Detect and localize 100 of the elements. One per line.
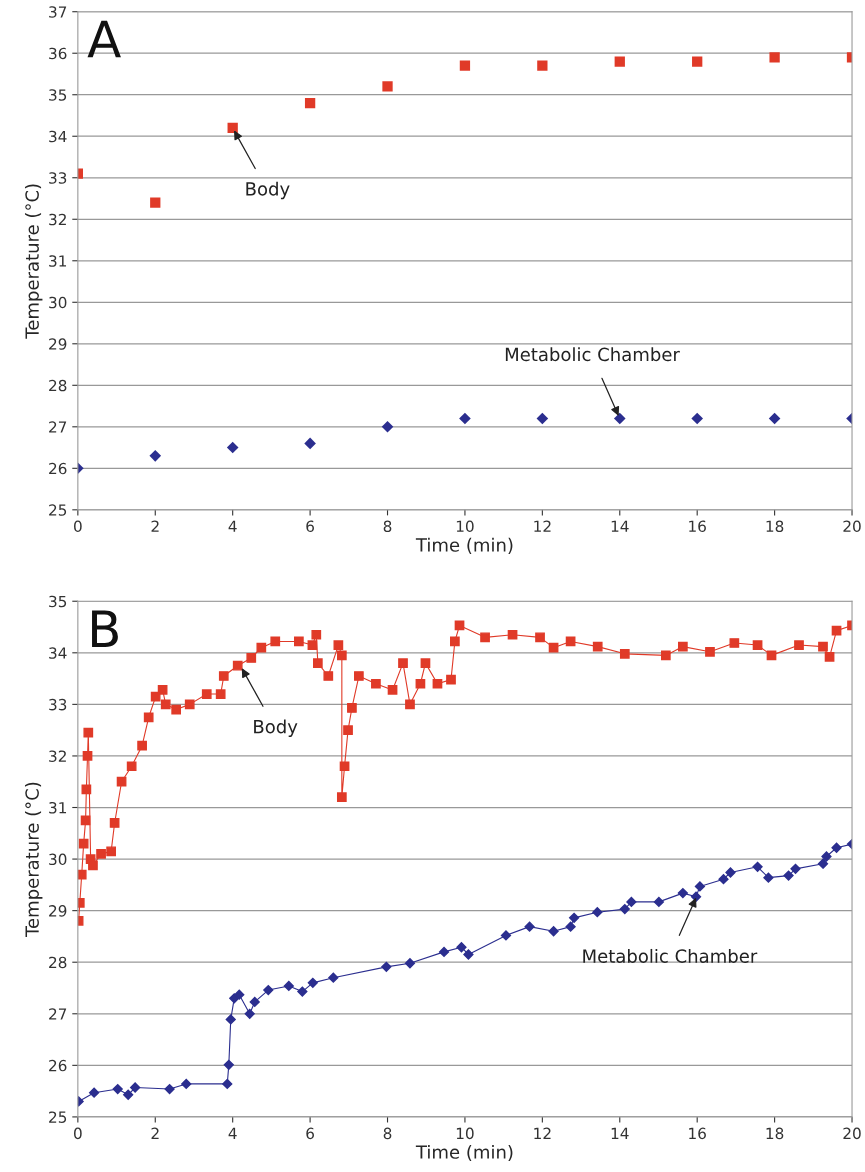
- x-axis-title: Time (min): [415, 537, 513, 554]
- x-tick-label: 16: [689, 1127, 706, 1140]
- point: [149, 450, 162, 462]
- point: [677, 887, 688, 899]
- point: [150, 197, 161, 208]
- point: [130, 1082, 141, 1093]
- point: [381, 420, 394, 433]
- point: [459, 60, 471, 71]
- point: [691, 412, 703, 425]
- x-tick-label: 12: [534, 1127, 551, 1139]
- point: [783, 870, 794, 881]
- x-tick-label: 20: [843, 520, 861, 533]
- point: [524, 921, 535, 932]
- y-tick-label: 27: [49, 421, 67, 433]
- point: [463, 949, 474, 960]
- x-tick-label: 2: [151, 520, 159, 532]
- x-tick-label: 14: [611, 1127, 629, 1139]
- point: [548, 926, 559, 937]
- point: [565, 921, 576, 932]
- point: [536, 412, 549, 425]
- x-tick-label: 0: [74, 520, 82, 533]
- point: [763, 872, 774, 883]
- point: [568, 912, 580, 923]
- point: [692, 56, 703, 67]
- y-axis-title: Temperature (°C): [24, 782, 43, 938]
- point: [768, 412, 781, 425]
- point: [263, 984, 274, 996]
- point: [88, 1087, 100, 1098]
- point: [459, 412, 471, 425]
- y-tick-label: 26: [49, 1059, 67, 1072]
- point: [304, 437, 316, 450]
- point: [227, 122, 238, 134]
- x-tick-label: 0: [74, 1127, 82, 1140]
- point: [404, 958, 416, 969]
- y-tick-label: 32: [49, 750, 66, 762]
- y-tick-label: 26: [49, 462, 67, 475]
- y-tick-label: 25: [49, 504, 67, 516]
- point: [619, 903, 630, 915]
- point: [225, 1014, 236, 1025]
- annotation: Body: [246, 181, 290, 200]
- point: [381, 961, 392, 972]
- y-tick-label: 37: [49, 6, 67, 18]
- point: [234, 989, 245, 1000]
- point: [307, 977, 318, 988]
- x-tick-label: 6: [306, 1127, 314, 1140]
- y-tick-label: 33: [49, 698, 67, 711]
- x-tick-label: 18: [766, 520, 784, 533]
- point: [614, 56, 625, 67]
- y-tick-label: 31: [49, 801, 67, 814]
- point: [297, 986, 308, 997]
- x-tick-label: 20: [843, 1127, 861, 1140]
- point: [613, 412, 626, 425]
- y-tick-label: 27: [49, 1008, 67, 1020]
- y-tick-label: 36: [49, 47, 67, 60]
- y-tick-label: 35: [49, 89, 67, 101]
- x-tick-label: 4: [228, 1127, 237, 1139]
- y-tick-label: 34: [49, 130, 67, 143]
- x-tick-label: 2: [151, 1127, 159, 1139]
- y-tick-label: 29: [49, 338, 67, 350]
- y-tick-label: 33: [49, 172, 67, 184]
- point: [626, 896, 637, 907]
- point: [123, 1089, 134, 1100]
- y-tick-label: 30: [49, 296, 67, 309]
- x-tick-label: 8: [383, 520, 392, 533]
- x-tick-label: 10: [456, 1127, 474, 1140]
- point: [694, 881, 706, 892]
- point: [500, 930, 512, 941]
- x-tick-label: 8: [383, 1127, 392, 1140]
- point: [304, 97, 316, 109]
- point: [112, 1083, 123, 1095]
- point: [817, 858, 829, 869]
- point: [164, 1083, 175, 1095]
- x-tick-label: 16: [689, 520, 706, 533]
- point: [181, 1078, 192, 1090]
- x-axis-title: Time (min): [415, 1144, 513, 1161]
- annotation: B: [92, 610, 118, 647]
- point: [244, 1008, 255, 1019]
- y-axis-title: Temperature (°C): [24, 184, 43, 339]
- annotation: A: [87, 20, 121, 58]
- x-tick-label: 18: [766, 1127, 784, 1140]
- point: [653, 896, 664, 907]
- y-tick-label: 32: [49, 213, 66, 226]
- annotation: Body: [254, 719, 298, 737]
- point: [223, 1059, 234, 1070]
- x-tick-label: 4: [228, 520, 237, 532]
- point: [821, 851, 832, 862]
- point: [718, 874, 729, 885]
- point: [222, 1078, 233, 1090]
- point: [592, 907, 603, 918]
- point: [249, 996, 260, 1008]
- y-tick-label: 28: [49, 956, 67, 969]
- x-tick-label: 10: [456, 520, 474, 533]
- annotation: Metabolic Chamber: [505, 347, 680, 362]
- x-tick-label: 6: [306, 520, 314, 533]
- y-tick-label: 34: [49, 647, 67, 659]
- point: [438, 946, 450, 958]
- y-tick-label: 28: [49, 379, 67, 392]
- point: [226, 441, 239, 454]
- point: [790, 863, 801, 874]
- point: [537, 60, 548, 71]
